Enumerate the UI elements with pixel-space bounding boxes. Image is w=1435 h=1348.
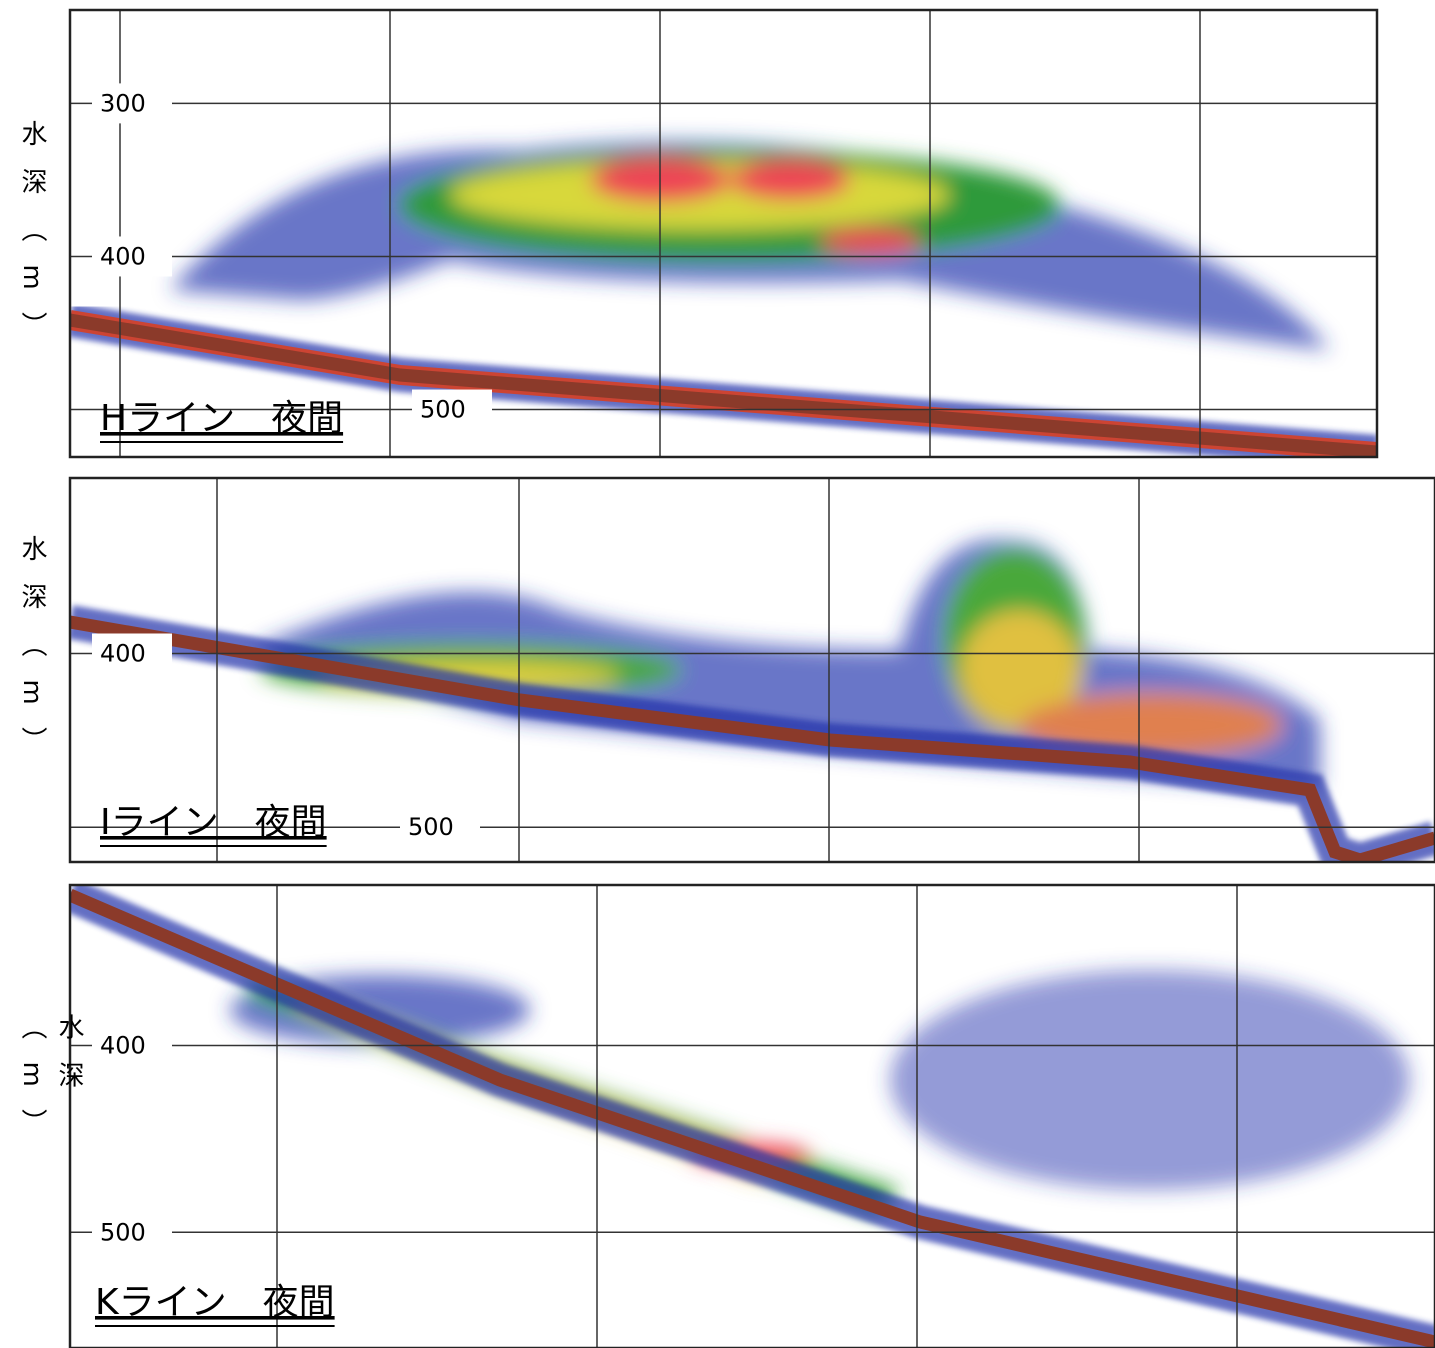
tick-label-bg: [412, 389, 492, 430]
echo-image: [70, 885, 1435, 1348]
y-axis-label: 水深（m）: [17, 535, 47, 775]
panel-title: Hライン 夜間: [100, 398, 343, 439]
panel-frame: [68, 476, 1435, 864]
y-tick-label: 500: [420, 396, 466, 424]
y-tick-label: 400: [100, 242, 146, 270]
panel-frame: [68, 8, 1379, 459]
tick-label-bg: [400, 807, 480, 848]
tick-label-bg: [92, 236, 172, 277]
echo-image: [70, 539, 1435, 862]
tick-label-bg: [92, 83, 172, 124]
tick-label-bg: [92, 1212, 172, 1253]
tick-label-bg: [92, 633, 172, 674]
y-axis-label: 水深（m）: [17, 1013, 84, 1157]
y-tick-label: 300: [100, 89, 146, 117]
echo-image: [70, 141, 1377, 457]
y-tick-label: 400: [100, 1032, 146, 1060]
y-tick-label: 500: [408, 813, 454, 841]
panel-title: Kライン 夜間: [95, 1282, 335, 1323]
y-tick-label: 400: [100, 639, 146, 667]
y-tick-label: 500: [100, 1218, 146, 1246]
y-axis-label: 水深（m）: [17, 120, 47, 360]
panel-title: Iライン 夜間: [100, 802, 327, 843]
tick-label-bg: [92, 1025, 172, 1066]
panel-frame: [68, 883, 1435, 1348]
